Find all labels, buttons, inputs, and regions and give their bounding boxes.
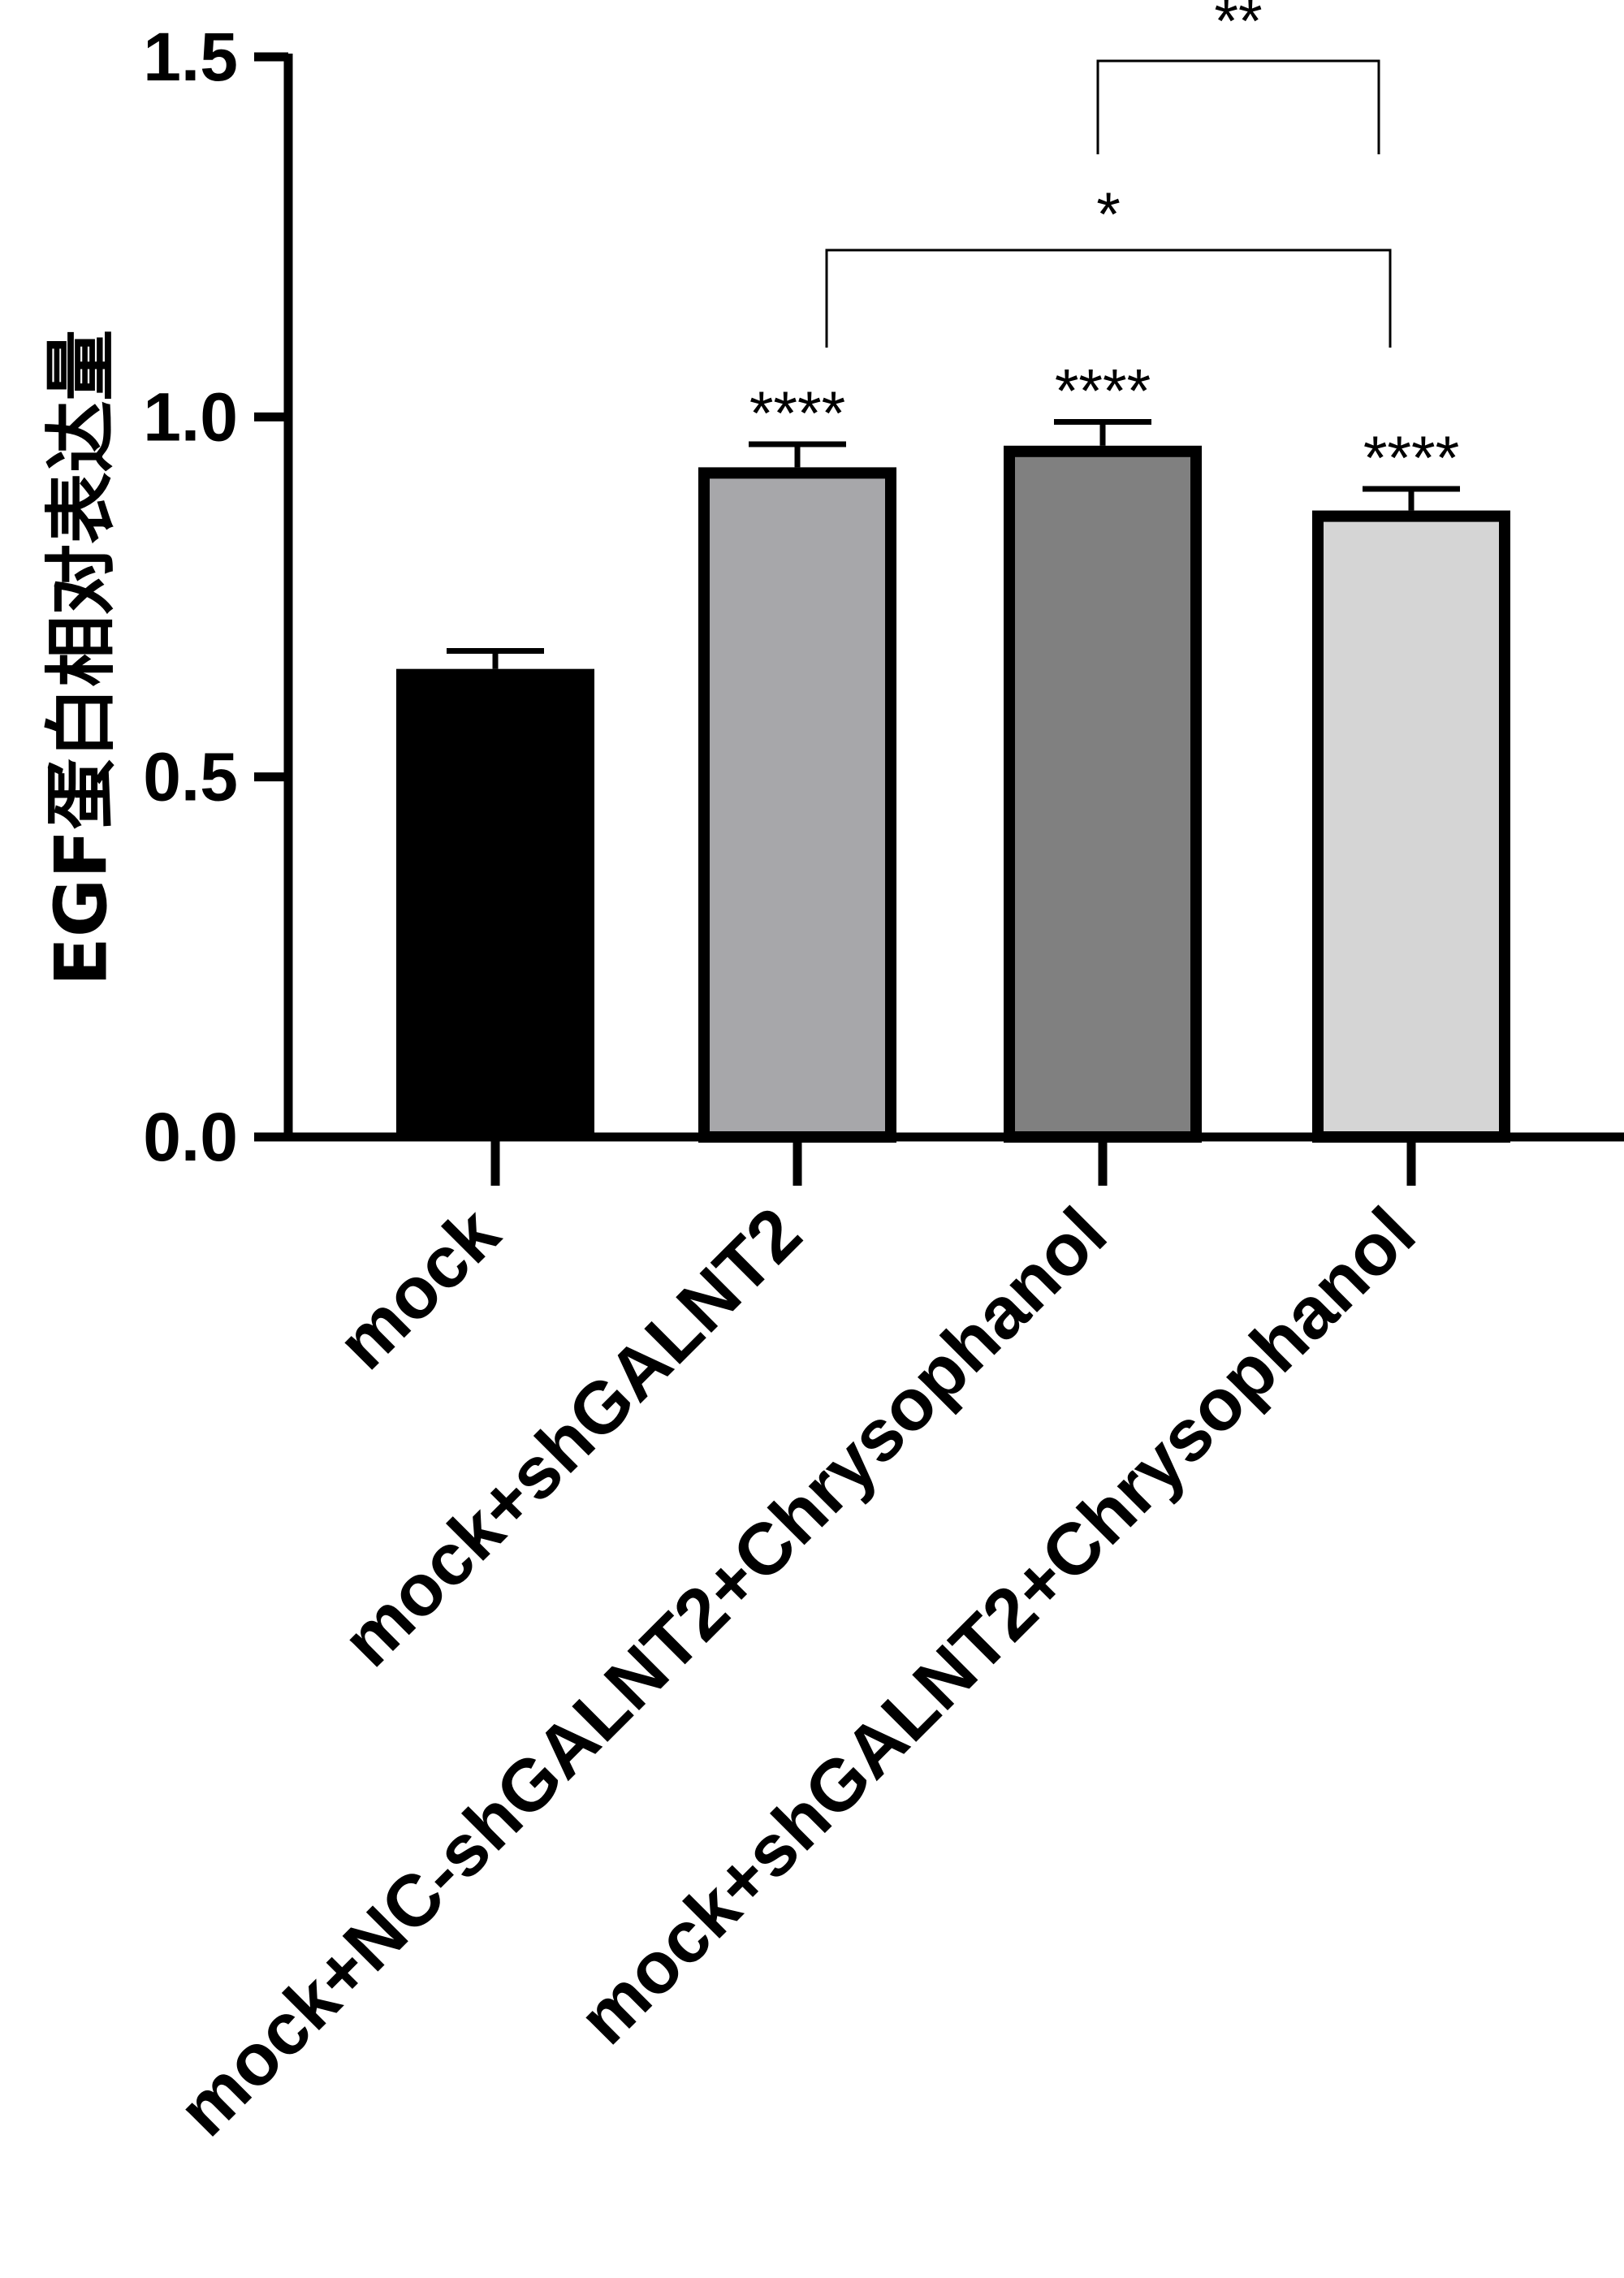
y-tick-label: 1.5	[143, 19, 238, 95]
bar-significance-label: ****	[1363, 424, 1459, 493]
category-label: mock	[322, 1192, 516, 1385]
bar	[1312, 510, 1510, 1143]
tick-labels: 0.0 0.5 1.0 1.5	[143, 19, 238, 1175]
y-axis-title: EGF蛋白相对表达量	[40, 330, 123, 986]
comparison-bracket	[825, 249, 1392, 348]
comparison-bracket	[1096, 59, 1380, 154]
category-labels: mockmock+shGALNT2mock+NC-shGALNT2+Chryso…	[163, 1192, 1431, 2152]
bars	[396, 419, 1510, 1143]
bar	[1004, 445, 1202, 1143]
significance-annotations: **** ***********	[749, 0, 1459, 493]
comparison-label: **	[1214, 0, 1262, 56]
bar	[396, 668, 594, 1137]
comparison-label: *	[1096, 180, 1121, 249]
bar-significance-label: ****	[1055, 357, 1151, 426]
y-axis-label: EGF蛋白相对表达量	[40, 330, 123, 986]
bar-significance-label: ****	[749, 379, 845, 448]
y-tick-label: 0.5	[143, 739, 238, 815]
y-tick-label: 1.0	[143, 378, 238, 455]
y-tick-label: 0.0	[143, 1099, 238, 1175]
bar	[698, 467, 896, 1143]
